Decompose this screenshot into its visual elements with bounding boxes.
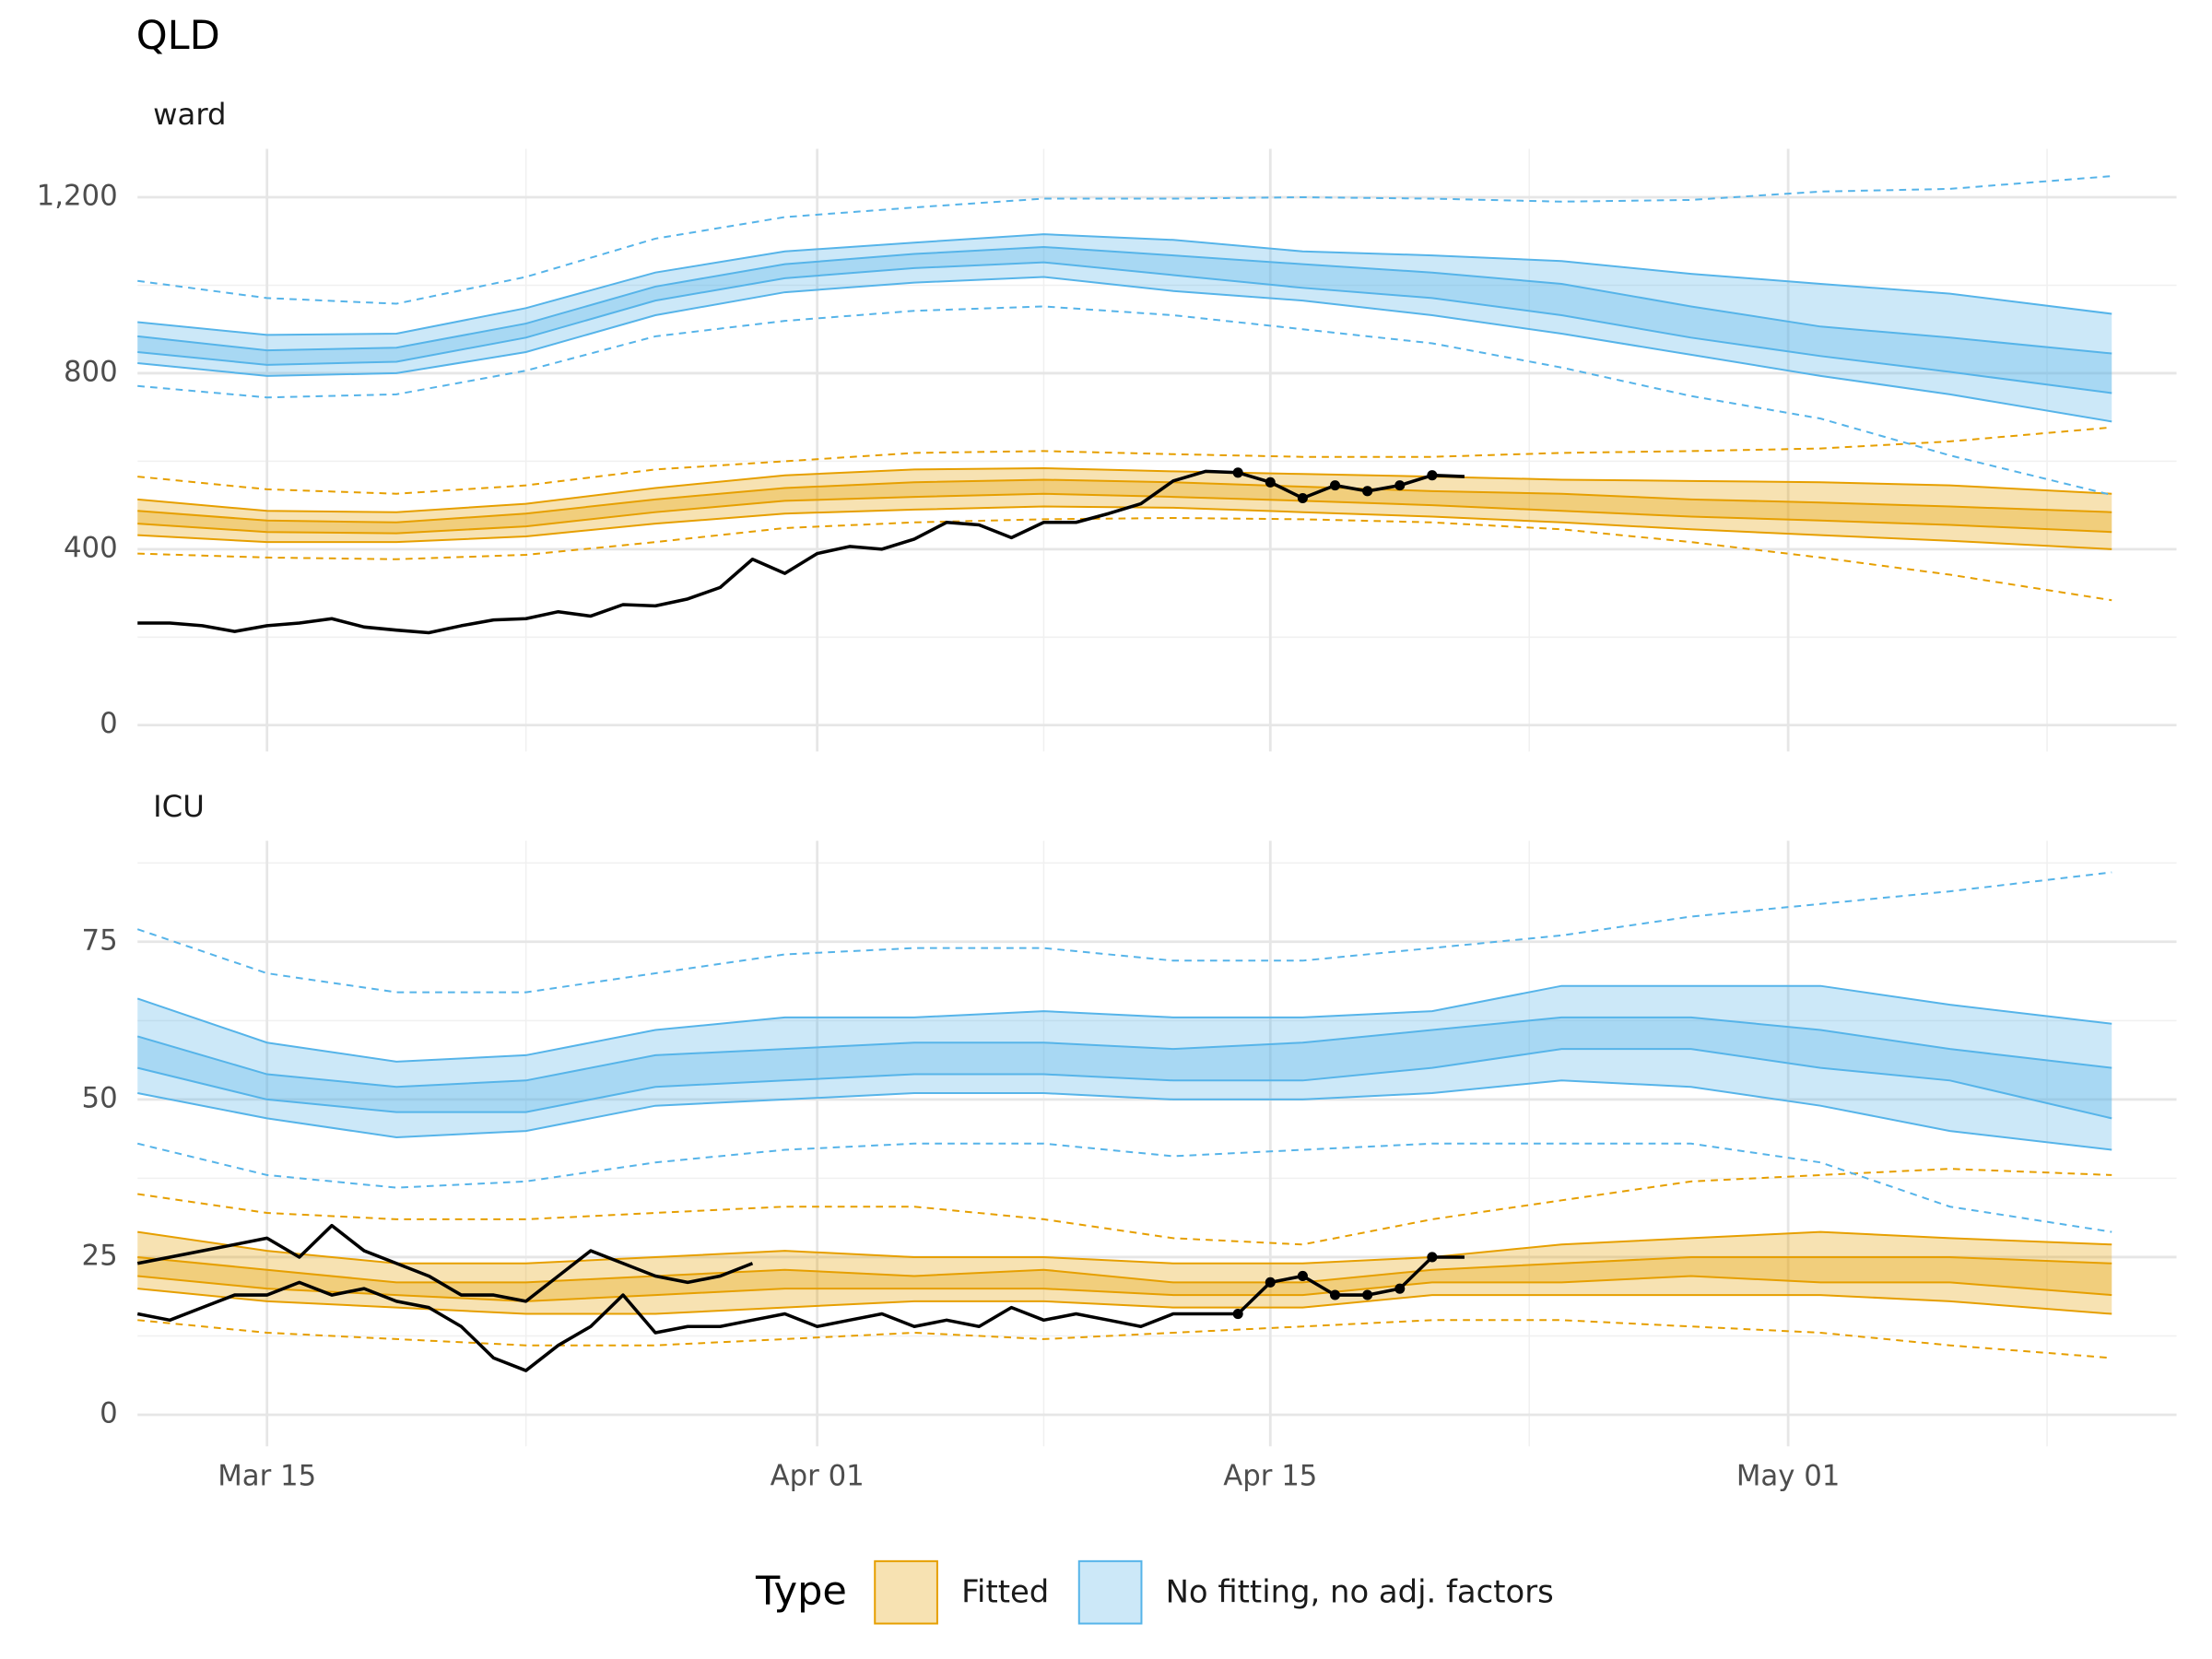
x-tick-label: Apr 15 — [1223, 1460, 1317, 1493]
y-tick-label: 1,200 — [37, 180, 118, 213]
band-edge — [137, 261, 2112, 394]
interval-line — [137, 305, 2112, 497]
observed-point — [1297, 492, 1308, 504]
legend-label: Fitted — [961, 1574, 1049, 1610]
band-area — [137, 1017, 2112, 1119]
band-area — [137, 985, 2112, 1150]
band-area — [137, 247, 2112, 394]
band-edge — [137, 466, 2112, 513]
band-edge — [137, 245, 2112, 355]
interval-line — [137, 426, 2112, 495]
panel-label: ICU — [153, 789, 205, 824]
y-tick-label: 75 — [82, 924, 118, 957]
y-tick-label: 0 — [100, 1397, 118, 1430]
x-tick-label: Apr 01 — [771, 1460, 865, 1493]
y-tick-label: 400 — [64, 531, 118, 564]
observed-point — [1329, 1289, 1341, 1300]
band-edge — [137, 478, 2112, 524]
legend-title: Type — [755, 1569, 847, 1615]
band-edge — [137, 1230, 2112, 1265]
observed-point — [1362, 1289, 1373, 1300]
observed-line — [137, 469, 1465, 635]
band-edge — [137, 1079, 2112, 1151]
y-tick-label: 50 — [82, 1081, 118, 1114]
band-edge — [136, 984, 2112, 1063]
observed-point — [1232, 467, 1243, 478]
interval-line — [136, 871, 2112, 994]
observed-point — [1394, 1283, 1406, 1294]
y-tick-label: 25 — [82, 1239, 118, 1272]
observed-point — [1394, 480, 1406, 491]
x-tick-label: Mar 15 — [218, 1460, 316, 1493]
y-tick-label: 0 — [100, 707, 118, 740]
band-area — [137, 479, 2112, 534]
legend-label: No fitting, no adj. factors — [1166, 1574, 1554, 1610]
band-edge — [137, 1288, 2112, 1315]
observed-point — [1265, 477, 1276, 488]
observed-point — [1362, 486, 1373, 497]
observed-line — [136, 1223, 754, 1303]
chart-title: QLD — [136, 13, 220, 59]
observed-point — [1427, 470, 1438, 481]
observed-point — [1427, 1252, 1438, 1263]
band-area — [137, 1257, 2112, 1301]
band-edge — [137, 492, 2112, 535]
panel-label: ward — [153, 97, 226, 132]
band-edge — [137, 1275, 2112, 1302]
interval-line — [137, 516, 2112, 602]
x-tick-label: May 01 — [1736, 1460, 1840, 1493]
band-edge — [137, 1256, 2112, 1284]
band-area — [137, 1231, 2112, 1314]
observed-point — [1297, 1270, 1308, 1282]
interval-line — [137, 175, 2112, 305]
band-edge — [137, 233, 2112, 336]
observed-line — [136, 1255, 1465, 1372]
legend-key — [874, 1559, 938, 1625]
observed-point — [1265, 1277, 1276, 1288]
band-area — [137, 234, 2112, 422]
y-tick-label: 800 — [64, 355, 118, 388]
interval-line — [136, 1142, 2112, 1233]
observed-point — [1232, 1308, 1243, 1320]
band-edge — [137, 276, 2112, 423]
interval-line — [137, 1319, 2112, 1359]
band-edge — [136, 1016, 2112, 1088]
observed-point — [1329, 480, 1341, 491]
band-edge — [137, 505, 2112, 550]
band-edge — [136, 1048, 2112, 1120]
interval-line — [137, 1168, 2112, 1246]
legend-key — [1077, 1559, 1143, 1625]
band-area — [137, 468, 2112, 549]
